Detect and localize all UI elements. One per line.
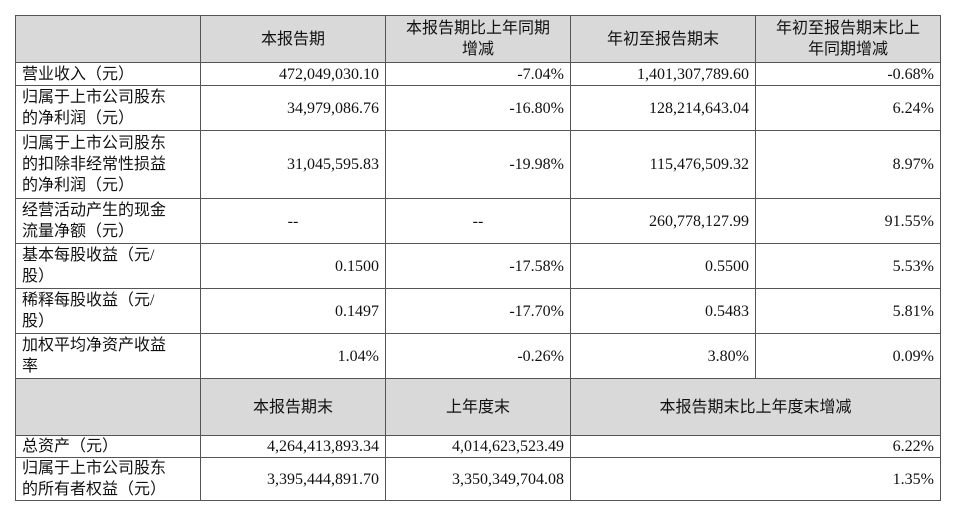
value-cell: 31,045,595.83 <box>200 130 386 199</box>
value-cell: 3,395,444,891.70 <box>200 457 386 501</box>
header-cell: 上年度末 <box>385 378 571 436</box>
header-cell: 本报告期比上年同期 增减 <box>385 15 571 63</box>
value-cell: -7.04% <box>385 62 571 86</box>
text-line: 流量净额（元） <box>22 223 135 240</box>
data-row: 归属于上市公司股东 的扣除非经常性损益 的净利润（元） 31,045,595.83 -1… <box>15 130 941 199</box>
value-cell: 0.5500 <box>570 243 756 289</box>
header-row: 本报告期 本报告期比上年同期 增减 年初至报告期末 年初至报告期末比上 年同期增减 <box>15 15 941 63</box>
text-line: 基本每股收益（元/ <box>22 247 155 264</box>
text-line: 年初至报告期末比上 <box>775 20 920 37</box>
data-row: 营业收入（元） 472,049,030.10 -7.04% 1,401,307,789… <box>15 62 941 86</box>
text-line: 总资产（元） <box>22 438 119 455</box>
value-cell: 128,214,643.04 <box>570 85 756 131</box>
text-line: 加权平均净资产收益 <box>22 337 167 354</box>
value-cell: -0.26% <box>385 333 571 379</box>
header-cell: 年初至报告期末比上 年同期增减 <box>755 15 941 63</box>
row-label: 经营活动产生的现金 流量净额（元） <box>15 198 201 244</box>
text-line: 归属于上市公司股东 <box>22 89 167 106</box>
value-cell: 8.97% <box>755 130 941 199</box>
value-cell: 91.55% <box>755 198 941 244</box>
text-line: 归属于上市公司股东 <box>22 135 167 152</box>
value-cell: -17.70% <box>385 288 571 334</box>
text-line: 本报告期比上年同期 <box>405 20 550 37</box>
text-line: 年初至报告期末 <box>606 30 719 48</box>
row-label: 归属于上市公司股东 的净利润（元） <box>15 85 201 131</box>
text-line: 股） <box>22 313 55 330</box>
header-cell <box>15 378 201 436</box>
header-row: 本报告期末 上年度末 本报告期末比上年度末增减 <box>15 378 941 436</box>
text-line: 归属于上市公司股东 <box>22 460 167 477</box>
header-cell: 本报告期 <box>200 15 386 63</box>
value-cell: 0.1500 <box>200 243 386 289</box>
value-cell: 3.80% <box>570 333 756 379</box>
value-cell: 1.04% <box>200 333 386 379</box>
text-line: 稀释每股收益（元/ <box>22 292 155 309</box>
row-label: 加权平均净资产收益率 <box>15 333 201 379</box>
value-cell: 5.81% <box>755 288 941 334</box>
value-cell: 6.22% <box>570 435 941 458</box>
text-line: 增减 <box>461 41 494 58</box>
value-cell: 3,350,349,704.08 <box>385 457 571 501</box>
text-line: 营业收入（元） <box>22 65 135 83</box>
text-line: 的所有者权益（元） <box>22 481 167 498</box>
text-line: 率 <box>22 358 39 375</box>
value-cell: 1,401,307,789.60 <box>570 62 756 86</box>
data-row: 基本每股收益（元/股） 0.1500 -17.58% 0.5500 5.53% <box>15 243 941 289</box>
value-cell: -19.98% <box>385 130 571 199</box>
row-label: 基本每股收益（元/股） <box>15 243 201 289</box>
data-row: 加权平均净资产收益率 1.04% -0.26% 3.80% 0.09% <box>15 333 941 379</box>
header-cell: 本报告期末比上年度末增减 <box>570 378 941 436</box>
row-label: 归属于上市公司股东 的所有者权益（元） <box>15 457 201 501</box>
text-line: 的净利润（元） <box>22 177 135 194</box>
value-cell: -16.80% <box>385 85 571 131</box>
row-label: 稀释每股收益（元/股） <box>15 288 201 334</box>
value-cell: 4,264,413,893.34 <box>200 435 386 458</box>
header-cell <box>15 15 201 63</box>
text-line: 股） <box>22 268 55 285</box>
value-cell: -- <box>385 198 571 244</box>
header-cell: 年初至报告期末 <box>570 15 756 63</box>
text-line: 年同期增减 <box>807 41 888 58</box>
value-cell: 6.24% <box>755 85 941 131</box>
row-label: 归属于上市公司股东 的扣除非经常性损益 的净利润（元） <box>15 130 201 199</box>
data-row: 稀释每股收益（元/股） 0.1497 -17.70% 0.5483 5.81% <box>15 288 941 334</box>
value-cell: 0.5483 <box>570 288 756 334</box>
value-cell: -- <box>200 198 386 244</box>
value-cell: 0.1497 <box>200 288 386 334</box>
text-line: 的扣除非经常性损益 <box>22 156 167 173</box>
value-cell: 1.35% <box>570 457 941 501</box>
value-cell: -0.68% <box>755 62 941 86</box>
text-line: 的净利润（元） <box>22 110 135 127</box>
financial-table: 本报告期 本报告期比上年同期 增减 年初至报告期末 年初至报告期末比上 年同期增减 营业收入… <box>15 15 941 501</box>
data-row: 归属于上市公司股东 的所有者权益（元） 3,395,444,891.70 3,350,… <box>15 457 941 501</box>
page: 本报告期 本报告期比上年同期 增减 年初至报告期末 年初至报告期末比上 年同期增减 营业收入… <box>15 15 941 501</box>
value-cell: 472,049,030.10 <box>200 62 386 86</box>
data-row: 归属于上市公司股东 的净利润（元） 34,979,086.76 -16.80% 128,… <box>15 85 941 131</box>
value-cell: -17.58% <box>385 243 571 289</box>
value-cell: 5.53% <box>755 243 941 289</box>
value-cell: 0.09% <box>755 333 941 379</box>
data-row: 总资产（元） 4,264,413,893.34 4,014,623,523.49 6.… <box>15 435 941 458</box>
value-cell: 4,014,623,523.49 <box>385 435 571 458</box>
value-cell: 34,979,086.76 <box>200 85 386 131</box>
data-row: 经营活动产生的现金 流量净额（元） -- -- 260,778,127.99 91.55% <box>15 198 941 244</box>
value-cell: 115,476,509.32 <box>570 130 756 199</box>
text-line: 经营活动产生的现金 <box>22 202 167 219</box>
row-label: 总资产（元） <box>15 435 201 458</box>
header-cell: 本报告期末 <box>200 378 386 436</box>
text-line: 本报告期 <box>260 30 325 48</box>
value-cell: 260,778,127.99 <box>570 198 756 244</box>
row-label: 营业收入（元） <box>15 62 201 86</box>
